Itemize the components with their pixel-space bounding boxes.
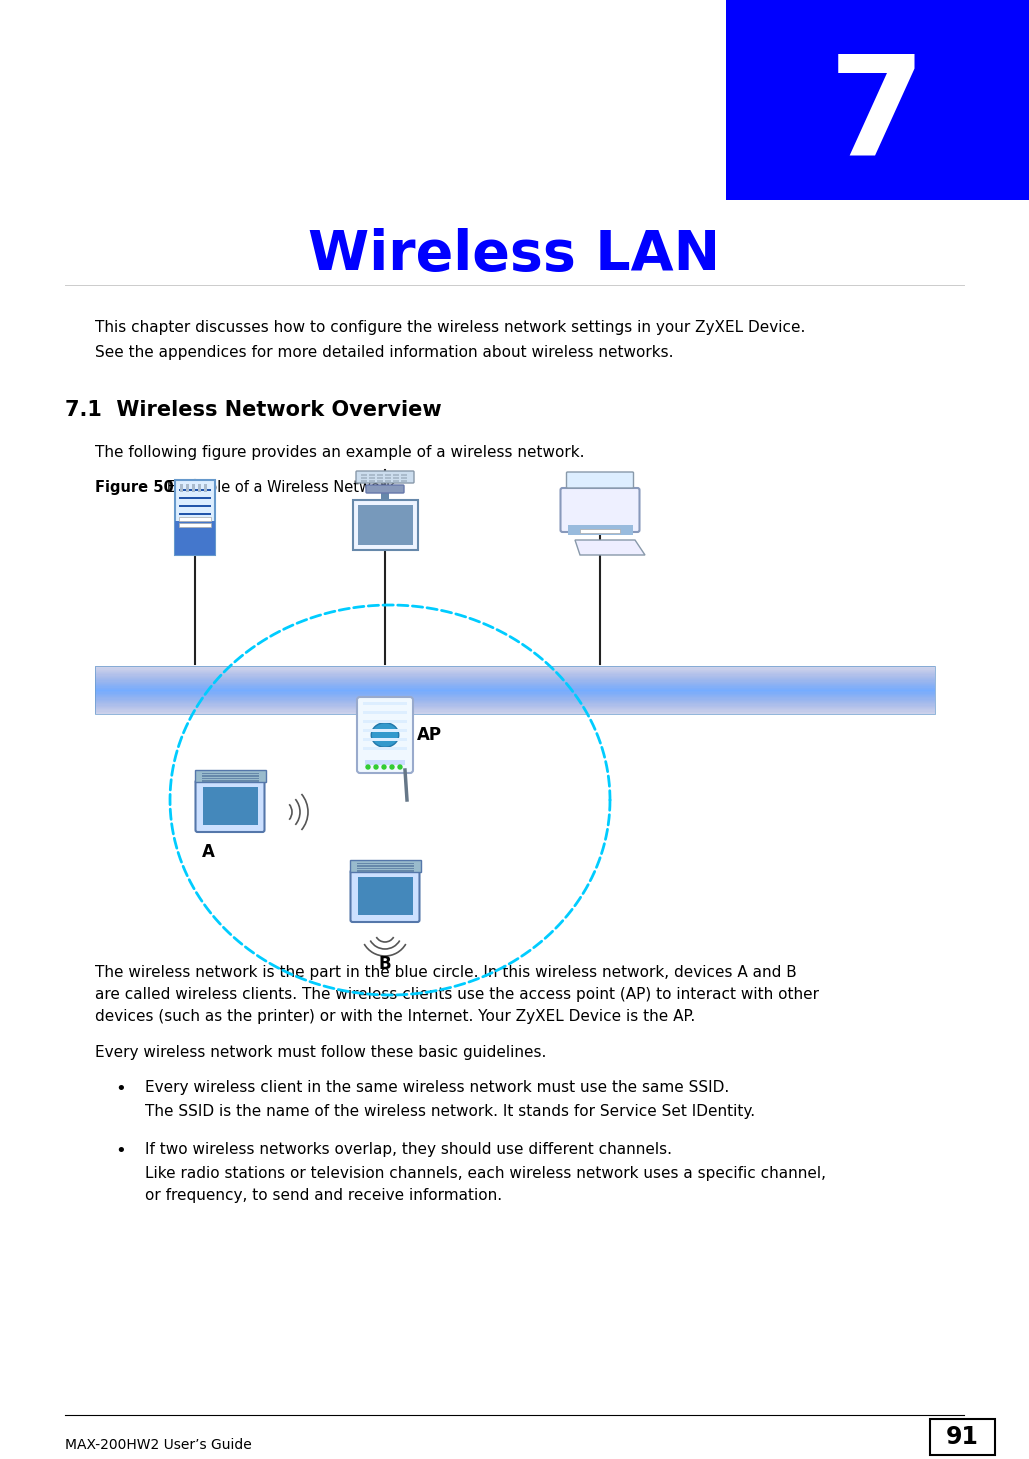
- Bar: [203, 786, 257, 824]
- Bar: [726, 0, 1029, 200]
- Bar: [377, 480, 383, 481]
- Bar: [356, 865, 414, 867]
- Text: The following figure provides an example of a wireless network.: The following figure provides an example…: [95, 445, 584, 460]
- FancyBboxPatch shape: [353, 500, 418, 550]
- Text: 7.1  Wireless Network Overview: 7.1 Wireless Network Overview: [65, 400, 441, 420]
- FancyBboxPatch shape: [175, 521, 215, 554]
- FancyBboxPatch shape: [567, 473, 634, 487]
- FancyBboxPatch shape: [350, 859, 421, 872]
- Bar: [393, 480, 399, 481]
- FancyBboxPatch shape: [175, 480, 215, 554]
- Text: The SSID is the name of the wireless network. It stands for Service Set IDentity: The SSID is the name of the wireless net…: [145, 1104, 755, 1119]
- Bar: [385, 480, 391, 481]
- Bar: [401, 480, 407, 481]
- Bar: [202, 781, 258, 782]
- Bar: [385, 477, 391, 479]
- Text: Wireless LAN: Wireless LAN: [308, 228, 720, 282]
- Bar: [369, 477, 375, 479]
- FancyBboxPatch shape: [357, 505, 413, 546]
- Bar: [202, 775, 258, 776]
- FancyBboxPatch shape: [357, 697, 413, 773]
- Bar: [363, 730, 407, 732]
- Bar: [361, 474, 367, 476]
- Bar: [401, 477, 407, 479]
- Text: The wireless network is the part in the blue circle. In this wireless network, d: The wireless network is the part in the …: [95, 964, 796, 980]
- Bar: [180, 484, 183, 492]
- Text: Every wireless network must follow these basic guidelines.: Every wireless network must follow these…: [95, 1045, 546, 1061]
- Text: Every wireless client in the same wireless network must use the same SSID.: Every wireless client in the same wirele…: [145, 1080, 730, 1096]
- Text: This chapter discusses how to configure the wireless network settings in your Zy: This chapter discusses how to configure …: [95, 320, 806, 336]
- Text: devices (such as the printer) or with the Internet. Your ZyXEL Device is the AP.: devices (such as the printer) or with th…: [95, 1010, 696, 1024]
- Bar: [179, 518, 211, 521]
- Bar: [363, 738, 407, 741]
- FancyBboxPatch shape: [351, 870, 420, 922]
- FancyBboxPatch shape: [366, 484, 404, 493]
- Bar: [363, 711, 407, 713]
- Bar: [385, 474, 391, 476]
- Bar: [401, 474, 407, 476]
- Text: •: •: [115, 1142, 126, 1160]
- Bar: [192, 484, 196, 492]
- Circle shape: [398, 765, 402, 769]
- Bar: [377, 474, 383, 476]
- Text: •: •: [115, 1080, 126, 1099]
- Bar: [198, 484, 201, 492]
- Polygon shape: [575, 540, 645, 554]
- Bar: [930, 1420, 995, 1455]
- Bar: [356, 862, 414, 864]
- Text: See the appendices for more detailed information about wireless networks.: See the appendices for more detailed inf…: [95, 344, 674, 360]
- Text: Figure 50: Figure 50: [95, 480, 174, 495]
- Bar: [95, 665, 935, 713]
- FancyBboxPatch shape: [561, 487, 639, 533]
- Bar: [568, 525, 633, 535]
- FancyBboxPatch shape: [356, 471, 414, 483]
- Bar: [369, 480, 375, 481]
- Circle shape: [382, 765, 386, 769]
- Circle shape: [366, 765, 370, 769]
- FancyBboxPatch shape: [196, 781, 264, 832]
- Bar: [356, 870, 414, 871]
- Text: B: B: [379, 956, 391, 973]
- Bar: [202, 778, 258, 779]
- Bar: [357, 877, 413, 915]
- Bar: [365, 760, 405, 765]
- Bar: [393, 477, 399, 479]
- Bar: [393, 474, 399, 476]
- Bar: [179, 498, 211, 499]
- Circle shape: [374, 765, 378, 769]
- Bar: [363, 702, 407, 705]
- Bar: [179, 522, 211, 527]
- Bar: [356, 868, 414, 870]
- Bar: [204, 484, 207, 492]
- FancyBboxPatch shape: [194, 770, 265, 782]
- Bar: [363, 719, 407, 724]
- Bar: [369, 474, 375, 476]
- Ellipse shape: [371, 722, 399, 747]
- Bar: [363, 747, 407, 750]
- Bar: [361, 477, 367, 479]
- Bar: [377, 477, 383, 479]
- Bar: [179, 505, 211, 506]
- Bar: [580, 530, 620, 533]
- Bar: [179, 489, 211, 492]
- Text: MAX-200HW2 User’s Guide: MAX-200HW2 User’s Guide: [65, 1439, 252, 1452]
- Text: are called wireless clients. The wireless clients use the access point (AP) to i: are called wireless clients. The wireles…: [95, 986, 819, 1002]
- Text: 91: 91: [946, 1425, 979, 1449]
- Text: Like radio stations or television channels, each wireless network uses a specifi: Like radio stations or television channe…: [145, 1166, 826, 1180]
- Bar: [381, 490, 389, 500]
- Text: If two wireless networks overlap, they should use different channels.: If two wireless networks overlap, they s…: [145, 1142, 672, 1157]
- Circle shape: [390, 765, 394, 769]
- Text: 7: 7: [829, 48, 926, 184]
- Text: A: A: [202, 843, 214, 861]
- Text: AP: AP: [417, 727, 442, 744]
- Bar: [186, 484, 189, 492]
- Bar: [361, 480, 367, 481]
- Bar: [202, 772, 258, 775]
- Text: Example of a Wireless Network: Example of a Wireless Network: [153, 480, 395, 495]
- Text: or frequency, to send and receive information.: or frequency, to send and receive inform…: [145, 1188, 502, 1204]
- Bar: [179, 514, 211, 515]
